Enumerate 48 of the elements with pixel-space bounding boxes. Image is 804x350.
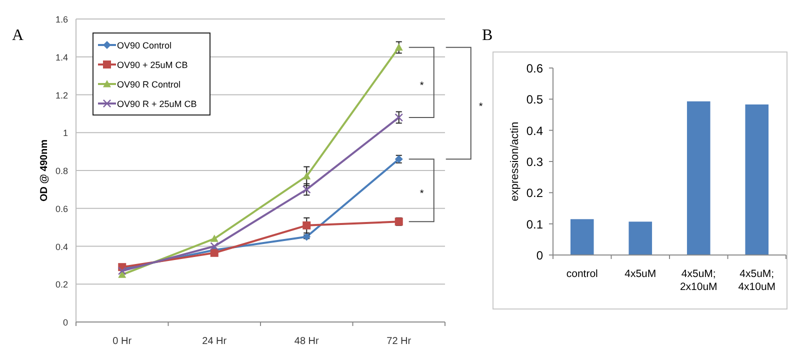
x-tick-label: 72 Hr	[386, 336, 412, 347]
x-tick-label: 48 Hr	[294, 336, 320, 347]
bar	[570, 219, 594, 255]
point	[394, 113, 403, 122]
y-tick-label: 0.4	[55, 242, 68, 252]
point	[394, 43, 403, 51]
x-tick-label: 4x5uM; 4x10uM	[738, 268, 776, 293]
text: A	[12, 27, 24, 44]
y-tick-label: 0.6	[526, 62, 544, 76]
legend-label: OV90 Control	[117, 40, 172, 50]
point	[302, 221, 311, 230]
y-tick-label: 1.4	[55, 52, 68, 62]
y-tick-label: 1.6	[55, 14, 68, 24]
bar	[628, 222, 652, 255]
point	[118, 270, 126, 278]
y-tick-label: 0.1	[526, 217, 544, 232]
y-tick-label: 1	[62, 128, 68, 138]
x-tick-label: 0 Hr	[112, 336, 132, 347]
x-tick-label: 24 Hr	[202, 336, 228, 347]
bar	[745, 104, 769, 255]
text: *	[478, 101, 483, 112]
y-axis-title: OD @ 490nm	[39, 139, 50, 202]
x-tick-label: control	[566, 268, 598, 280]
point	[302, 172, 311, 180]
y-tick-label: 0.3	[526, 155, 544, 169]
y-tick-label: 0.6	[55, 204, 68, 214]
point	[302, 185, 311, 194]
x-tick-label: 4x5uM; 2x10uM	[680, 268, 718, 293]
y-tick-label: 0	[62, 318, 68, 328]
annotation: *	[420, 80, 424, 92]
point	[210, 248, 218, 257]
legend-label: OV90 R + 25uM CB	[117, 99, 197, 109]
y-axis-title: expression/actin	[509, 122, 521, 202]
y-tick-label: 0.8	[55, 166, 68, 176]
y-tick-label: 0.5	[526, 92, 544, 107]
bar	[686, 101, 710, 255]
annotation: *	[420, 188, 424, 200]
y-tick-label: 0.2	[526, 186, 544, 200]
point	[210, 234, 218, 242]
y-tick-label: 0.2	[55, 280, 68, 290]
x-tick-label: 4x5uM	[624, 268, 656, 280]
y-tick-label: 0.4	[526, 124, 544, 138]
point	[210, 242, 218, 250]
chart-title: B	[482, 27, 493, 44]
legend-label: OV90 + 25uM CB	[117, 60, 188, 70]
y-tick-label: 0	[536, 248, 544, 262]
legend-label: OV90 R Control	[117, 80, 181, 90]
y-tick-label: 1.2	[55, 90, 68, 100]
